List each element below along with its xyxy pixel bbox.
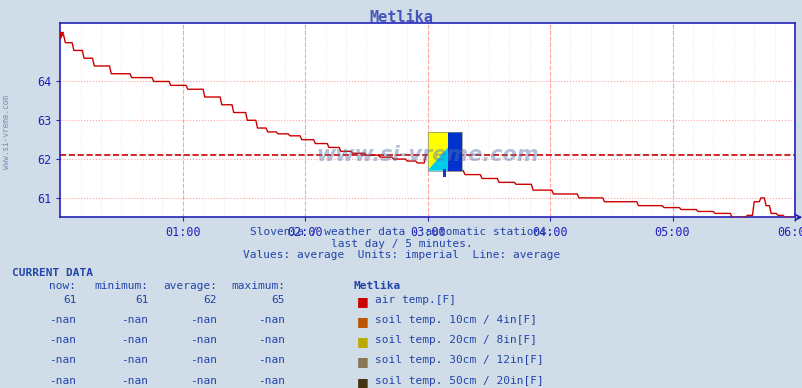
Text: soil temp. 50cm / 20in[F]: soil temp. 50cm / 20in[F] — [375, 376, 543, 386]
Text: ■: ■ — [357, 376, 369, 388]
Text: 61: 61 — [63, 295, 76, 305]
Text: Metlika: Metlika — [353, 281, 400, 291]
Text: -nan: -nan — [189, 335, 217, 345]
Text: Values: average  Units: imperial  Line: average: Values: average Units: imperial Line: av… — [242, 250, 560, 260]
Text: soil temp. 10cm / 4in[F]: soil temp. 10cm / 4in[F] — [375, 315, 537, 325]
Text: air temp.[F]: air temp.[F] — [375, 295, 456, 305]
Polygon shape — [427, 132, 461, 171]
Text: ■: ■ — [357, 355, 369, 369]
Text: -nan: -nan — [121, 355, 148, 365]
Text: now:: now: — [49, 281, 76, 291]
Text: soil temp. 30cm / 12in[F]: soil temp. 30cm / 12in[F] — [375, 355, 543, 365]
Text: maximum:: maximum: — [231, 281, 285, 291]
Text: 61: 61 — [135, 295, 148, 305]
Text: -nan: -nan — [257, 355, 285, 365]
Text: average:: average: — [163, 281, 217, 291]
Text: 62: 62 — [203, 295, 217, 305]
Text: ■: ■ — [357, 295, 369, 308]
Text: -nan: -nan — [121, 315, 148, 325]
Text: -nan: -nan — [257, 376, 285, 386]
Text: -nan: -nan — [189, 315, 217, 325]
Text: -nan: -nan — [49, 355, 76, 365]
Text: Metlika: Metlika — [369, 10, 433, 25]
Text: ■: ■ — [357, 335, 369, 348]
Text: -nan: -nan — [121, 335, 148, 345]
Bar — [427, 132, 461, 171]
Text: minimum:: minimum: — [95, 281, 148, 291]
Polygon shape — [448, 132, 461, 171]
Text: -nan: -nan — [49, 335, 76, 345]
Text: last day / 5 minutes.: last day / 5 minutes. — [330, 239, 472, 249]
Text: -nan: -nan — [257, 335, 285, 345]
Text: www.si-vreme.com: www.si-vreme.com — [2, 95, 11, 169]
Text: -nan: -nan — [49, 376, 76, 386]
Text: -nan: -nan — [189, 376, 217, 386]
Text: -nan: -nan — [49, 315, 76, 325]
Text: -nan: -nan — [121, 376, 148, 386]
Text: 65: 65 — [271, 295, 285, 305]
Text: ■: ■ — [357, 315, 369, 328]
Text: Slovenia / weather data - automatic stations.: Slovenia / weather data - automatic stat… — [249, 227, 553, 237]
Text: -nan: -nan — [257, 315, 285, 325]
Text: CURRENT DATA: CURRENT DATA — [12, 268, 93, 278]
Bar — [443, 169, 446, 177]
Text: www.si-vreme.com: www.si-vreme.com — [316, 145, 538, 165]
Text: -nan: -nan — [189, 355, 217, 365]
Text: soil temp. 20cm / 8in[F]: soil temp. 20cm / 8in[F] — [375, 335, 537, 345]
Polygon shape — [427, 132, 461, 171]
